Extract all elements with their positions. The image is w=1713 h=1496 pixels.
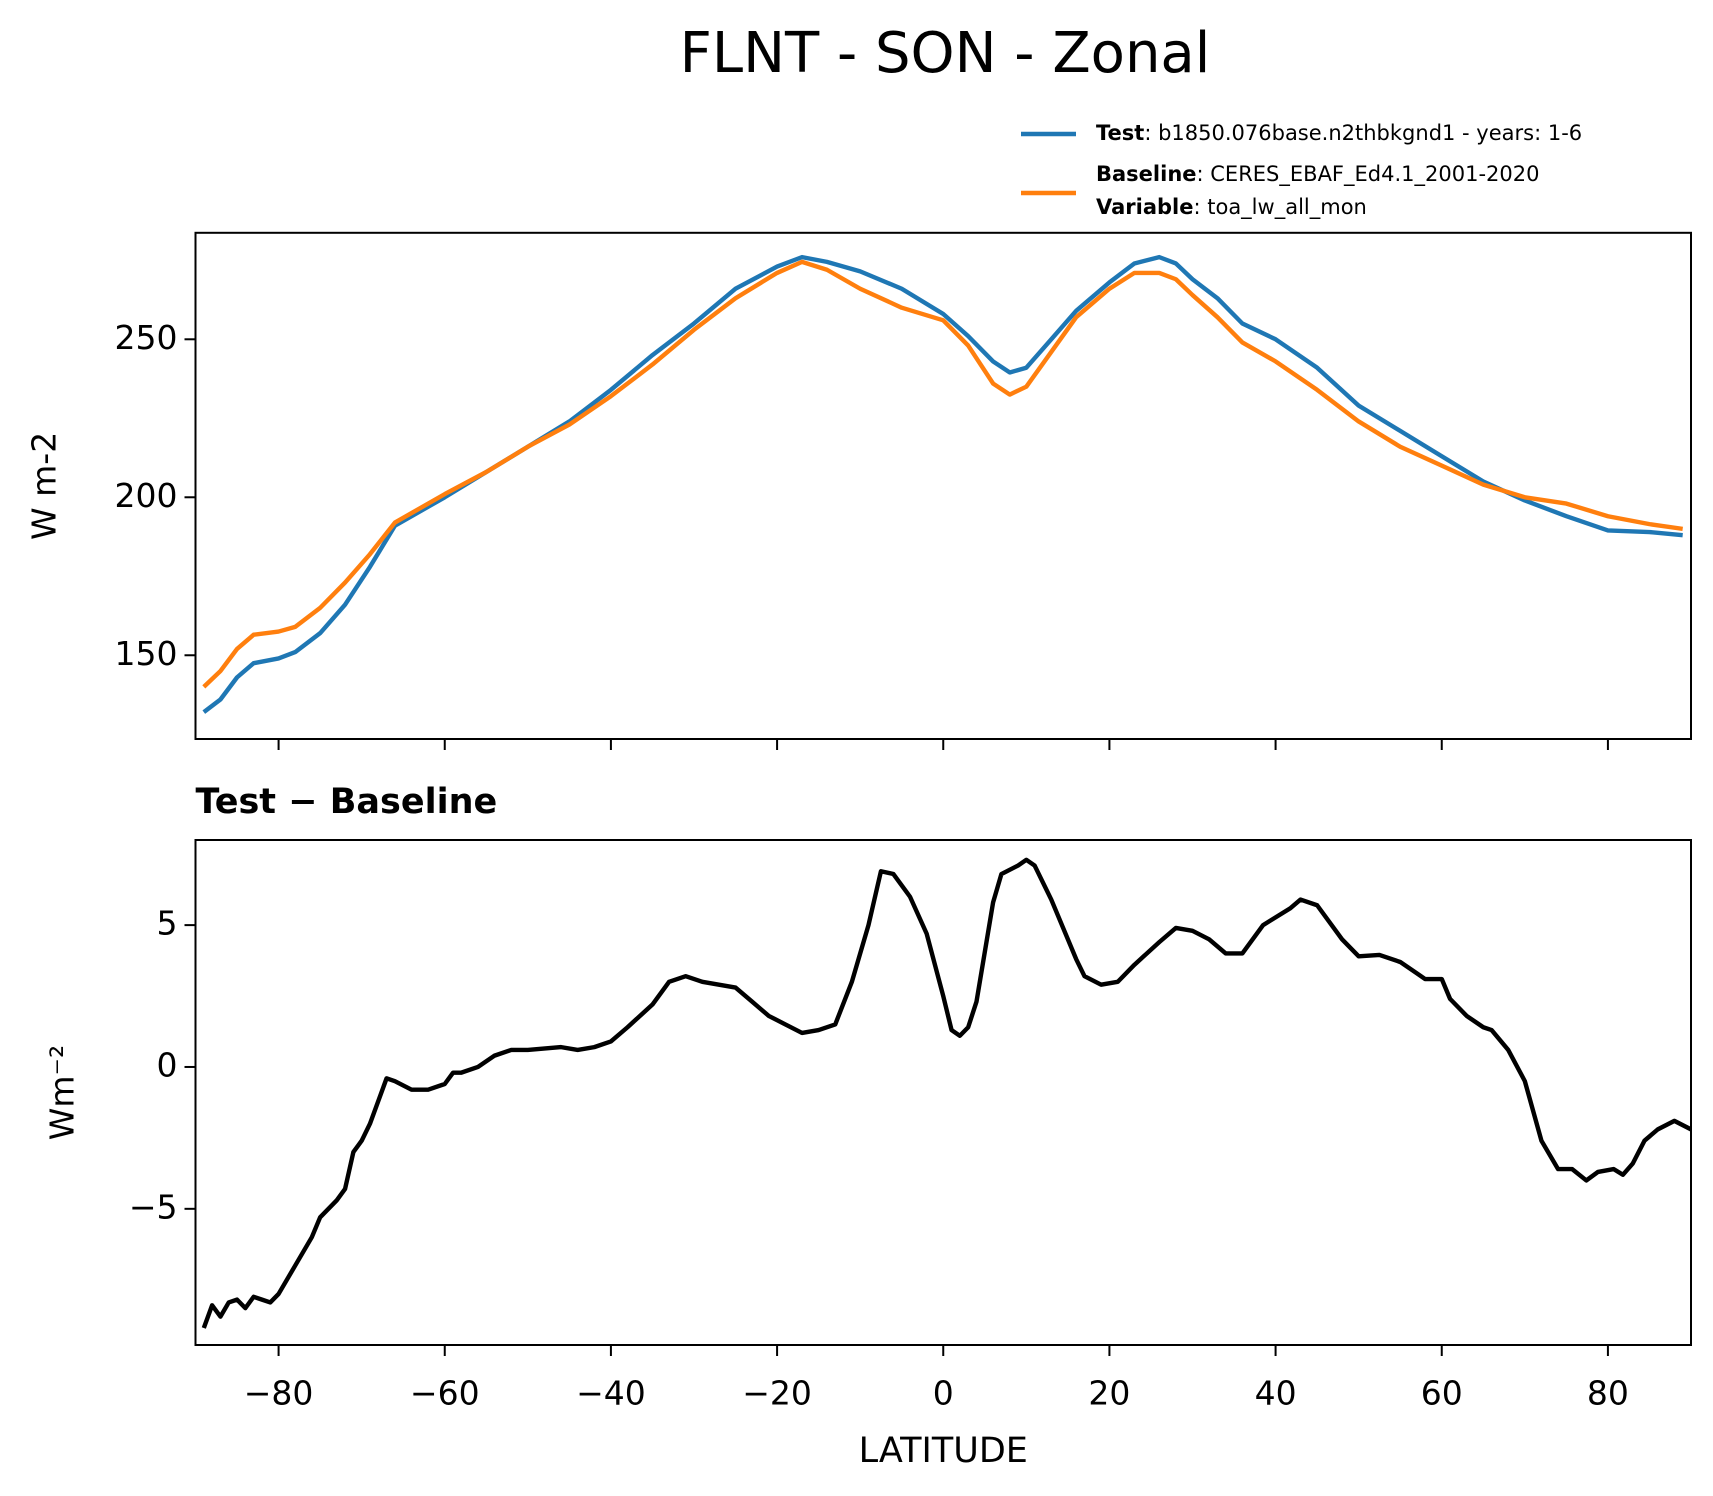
data-line xyxy=(202,259,1684,689)
y-tick-label: −5 xyxy=(129,1187,178,1226)
x-tick-label: −20 xyxy=(742,1374,812,1413)
x-axis-label: LATITUDE xyxy=(859,1431,1028,1471)
y-tick-label: 200 xyxy=(115,476,178,515)
y-tick-label: 5 xyxy=(157,904,178,943)
subplot: 150 200 250 W m-2 xyxy=(25,231,1692,750)
x-tick-label: −40 xyxy=(576,1374,646,1413)
legend-key: Test xyxy=(1096,121,1144,145)
x-tick-label: 0 xyxy=(933,1374,954,1413)
x-tick-label: 80 xyxy=(1587,1374,1629,1413)
legend-key: Baseline xyxy=(1096,162,1197,186)
legend-entry: Variable: toa_lw_all_mon xyxy=(1096,195,1367,220)
legend-description: : b1850.076base.n2thbkgnd1 - years: 1-6 xyxy=(1144,121,1582,145)
figure-title: FLNT - SON - Zonal xyxy=(680,21,1211,86)
y-tick-label: 150 xyxy=(115,634,178,673)
x-tick-label: 40 xyxy=(1255,1374,1297,1413)
data-line xyxy=(202,254,1683,714)
subplot-title: Test − Baseline xyxy=(196,782,498,822)
axes-frame xyxy=(194,231,1692,741)
axes-frame xyxy=(194,839,1692,1346)
legend-entry: Test: b1850.076base.n2thbkgnd1 - years: … xyxy=(1096,121,1582,145)
legend: Test: b1850.076base.n2thbkgnd1 - years: … xyxy=(1021,121,1582,220)
x-tick-label: −80 xyxy=(244,1374,314,1413)
legend-description: : CERES_EBAF_Ed4.1_2001-2020 xyxy=(1197,162,1540,187)
y-axis-label: Wm⁻² xyxy=(43,1045,82,1140)
y-axis-label: W m-2 xyxy=(25,432,64,540)
y-tick-label: 0 xyxy=(157,1045,178,1084)
subplot: −5 0 5 −80 −60 −40 −20 0 20 40 60 80 Wm⁻² Test − Base… xyxy=(43,782,1692,1471)
legend-entry: Baseline: CERES_EBAF_Ed4.1_2001-2020 xyxy=(1096,162,1539,187)
x-tick-label: 20 xyxy=(1088,1374,1130,1413)
x-tick-label: −60 xyxy=(410,1374,480,1413)
data-line xyxy=(201,857,1691,1329)
legend-description: : toa_lw_all_mon xyxy=(1193,195,1366,220)
legend-key: Variable xyxy=(1096,195,1193,219)
y-tick-label: 250 xyxy=(115,318,178,357)
x-tick-label: 60 xyxy=(1421,1374,1463,1413)
